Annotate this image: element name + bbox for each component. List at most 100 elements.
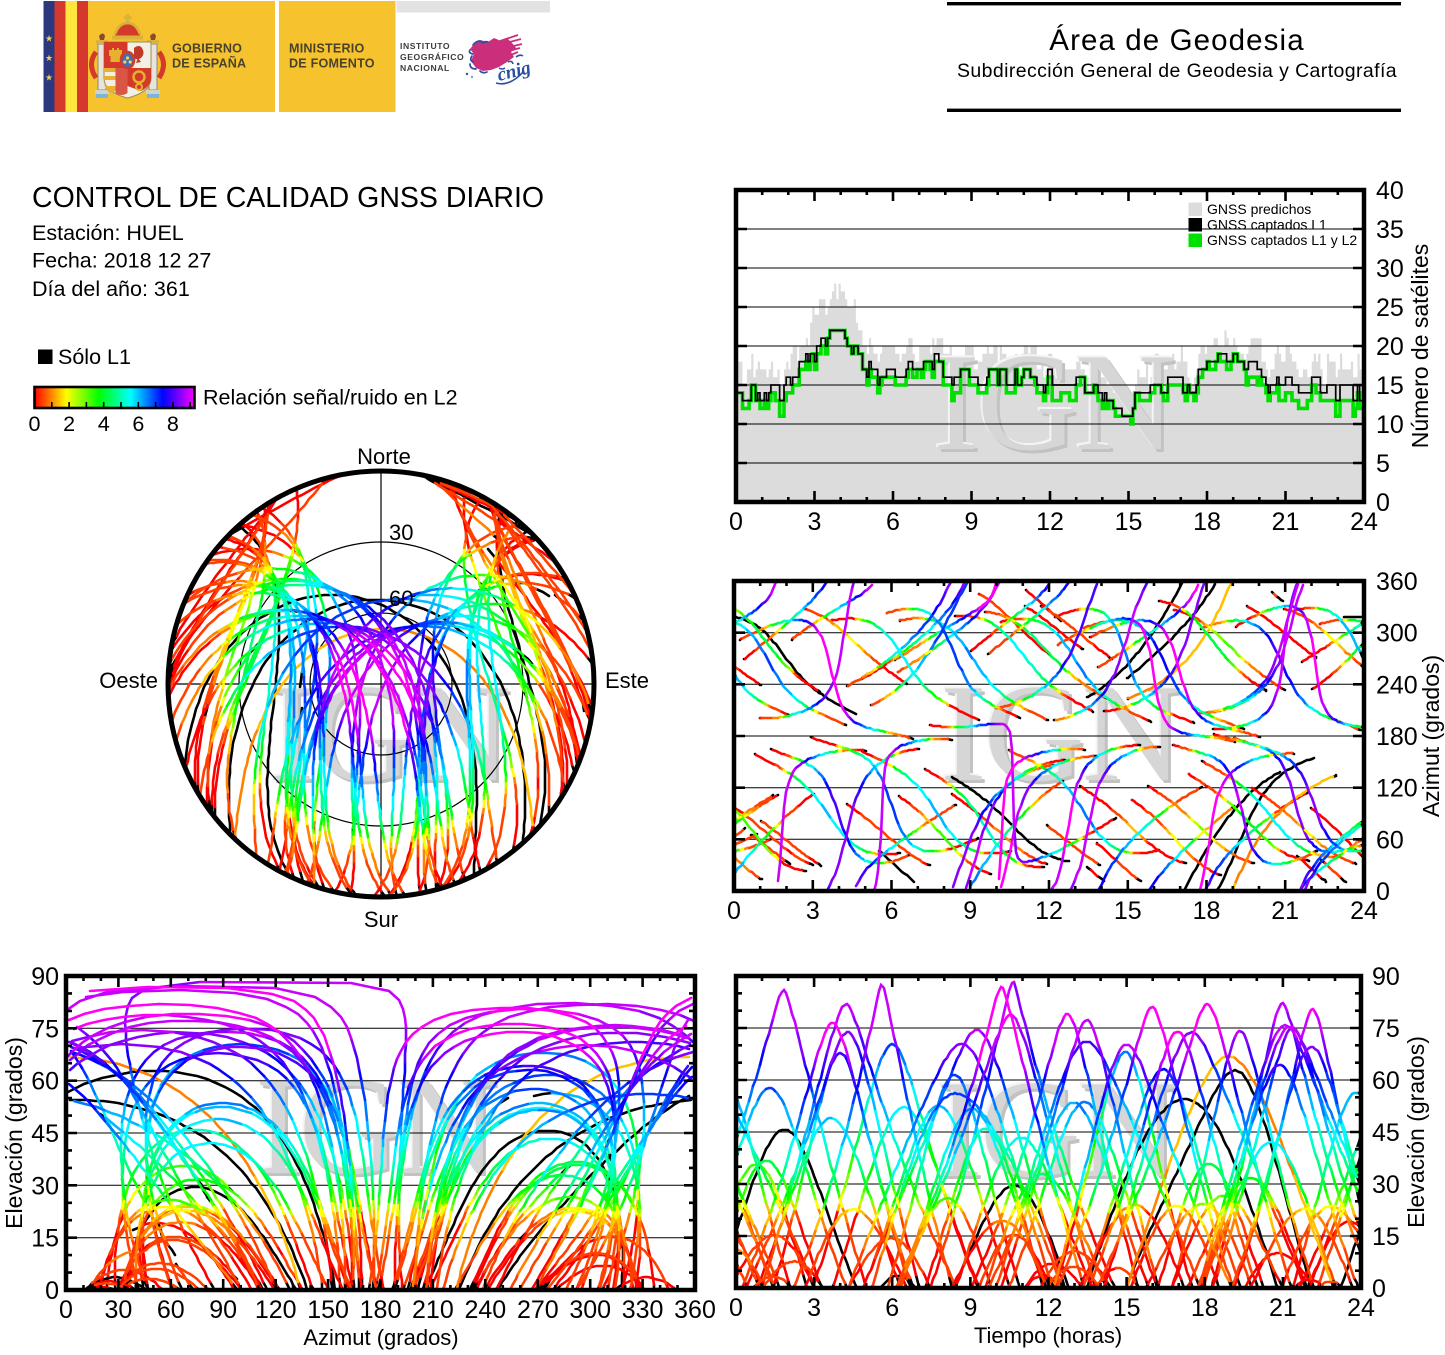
- svg-text:30: 30: [104, 1296, 132, 1324]
- svg-text:9: 9: [963, 1294, 977, 1322]
- svg-text:360: 360: [674, 1296, 716, 1324]
- svg-text:Elevación (grados): Elevación (grados): [1, 1037, 27, 1229]
- svg-text:90: 90: [209, 1296, 237, 1324]
- svg-text:30: 30: [1376, 255, 1404, 283]
- svg-text:Azimut (grados): Azimut (grados): [1418, 655, 1444, 817]
- svg-text:40: 40: [1376, 177, 1404, 205]
- svg-text:Tiempo (horas): Tiempo (horas): [974, 1323, 1122, 1348]
- svg-text:Sólo L1: Sólo L1: [58, 345, 131, 369]
- svg-text:90: 90: [1372, 963, 1400, 991]
- svg-text:GNSS captados L1 y L2: GNSS captados L1 y L2: [1207, 232, 1357, 248]
- svg-text:3: 3: [808, 508, 822, 536]
- svg-text:0: 0: [729, 508, 743, 536]
- svg-text:300: 300: [569, 1296, 611, 1324]
- svg-text:0: 0: [1372, 1275, 1386, 1303]
- svg-text:18: 18: [1193, 508, 1221, 536]
- svg-text:6: 6: [885, 1294, 899, 1322]
- svg-text:2: 2: [63, 412, 75, 436]
- svg-text:Área de Geodesia: Área de Geodesia: [1049, 24, 1304, 57]
- svg-text:12: 12: [1035, 1294, 1063, 1322]
- svg-text:0: 0: [29, 412, 41, 436]
- svg-text:6: 6: [886, 508, 900, 536]
- svg-text:5: 5: [1376, 450, 1390, 478]
- svg-text:12: 12: [1035, 897, 1063, 925]
- svg-text:Número de satélites: Número de satélites: [1407, 244, 1433, 449]
- svg-text:30: 30: [1372, 1171, 1400, 1199]
- svg-text:GOBIERNO: GOBIERNO: [172, 42, 242, 56]
- svg-text:3: 3: [807, 1294, 821, 1322]
- svg-text:270: 270: [517, 1296, 559, 1324]
- svg-text:GNSS predichos: GNSS predichos: [1207, 201, 1311, 217]
- svg-text:24: 24: [1350, 897, 1378, 925]
- svg-text:60: 60: [389, 586, 413, 611]
- svg-text:10: 10: [1376, 411, 1404, 439]
- svg-text:180: 180: [360, 1296, 402, 1324]
- svg-text:120: 120: [255, 1296, 297, 1324]
- svg-text:8: 8: [167, 412, 179, 436]
- svg-text:240: 240: [464, 1296, 506, 1324]
- svg-text:21: 21: [1271, 897, 1299, 925]
- svg-text:15: 15: [31, 1225, 59, 1253]
- svg-text:Este: Este: [605, 668, 649, 693]
- svg-text:12: 12: [1036, 508, 1064, 536]
- svg-text:9: 9: [963, 897, 977, 925]
- svg-text:18: 18: [1191, 1294, 1219, 1322]
- svg-text:90: 90: [31, 963, 59, 991]
- svg-text:Día del año: 361: Día del año: 361: [32, 277, 190, 301]
- svg-text:180: 180: [1376, 723, 1418, 751]
- svg-text:0: 0: [59, 1296, 73, 1324]
- svg-text:75: 75: [31, 1015, 59, 1043]
- svg-text:0: 0: [1376, 878, 1390, 906]
- svg-text:300: 300: [1376, 620, 1418, 648]
- svg-text:18: 18: [1193, 897, 1221, 925]
- svg-text:25: 25: [1376, 294, 1404, 322]
- svg-text:360: 360: [1376, 568, 1418, 596]
- svg-text:15: 15: [1113, 1294, 1141, 1322]
- svg-text:6: 6: [885, 897, 899, 925]
- svg-text:24: 24: [1350, 508, 1378, 536]
- svg-text:★: ★: [45, 53, 53, 63]
- svg-text:30: 30: [31, 1172, 59, 1200]
- svg-text:Subdirección General de Geodes: Subdirección General de Geodesia y Carto…: [957, 60, 1397, 82]
- svg-text:21: 21: [1272, 508, 1300, 536]
- svg-text:0: 0: [729, 1294, 743, 1322]
- svg-text:0: 0: [45, 1277, 59, 1305]
- svg-text:Elevación (grados): Elevación (grados): [1403, 1036, 1429, 1228]
- svg-text:Fecha: 2018 12 27: Fecha: 2018 12 27: [32, 249, 211, 273]
- svg-text:60: 60: [1372, 1067, 1400, 1095]
- svg-text:240: 240: [1376, 671, 1418, 699]
- svg-text:DE FOMENTO: DE FOMENTO: [289, 57, 375, 71]
- svg-text:15: 15: [1372, 1223, 1400, 1251]
- svg-text:21: 21: [1269, 1294, 1297, 1322]
- svg-text:24: 24: [1347, 1294, 1375, 1322]
- svg-text:120: 120: [1376, 775, 1418, 803]
- svg-text:Sur: Sur: [364, 907, 398, 932]
- svg-text:★: ★: [45, 73, 53, 83]
- svg-text:45: 45: [1372, 1119, 1400, 1147]
- svg-text:15: 15: [1114, 897, 1142, 925]
- svg-text:Norte: Norte: [357, 444, 411, 469]
- svg-text:35: 35: [1376, 216, 1404, 244]
- svg-text:75: 75: [1372, 1015, 1400, 1043]
- svg-text:45: 45: [31, 1120, 59, 1148]
- svg-text:330: 330: [622, 1296, 664, 1324]
- svg-text:GEOGRÁFICO: GEOGRÁFICO: [400, 52, 464, 62]
- svg-text:15: 15: [1376, 372, 1404, 400]
- svg-text:210: 210: [412, 1296, 454, 1324]
- svg-text:MINISTERIO: MINISTERIO: [289, 42, 364, 56]
- svg-text:Oeste: Oeste: [99, 668, 158, 693]
- svg-text:4: 4: [98, 412, 110, 436]
- svg-text:IGN: IGN: [933, 325, 1173, 480]
- svg-text:3: 3: [806, 897, 820, 925]
- svg-text:Azimut (grados): Azimut (grados): [303, 1325, 458, 1350]
- svg-text:9: 9: [965, 508, 979, 536]
- svg-text:60: 60: [1376, 826, 1404, 854]
- svg-text:60: 60: [31, 1068, 59, 1096]
- svg-text:Relación señal/ruido en L2: Relación señal/ruido en L2: [203, 386, 458, 410]
- svg-text:20: 20: [1376, 333, 1404, 361]
- svg-text:IGN: IGN: [940, 656, 1180, 811]
- svg-text:30: 30: [389, 520, 413, 545]
- svg-text:Estación: HUEL: Estación: HUEL: [32, 221, 184, 245]
- svg-text:0: 0: [727, 897, 741, 925]
- svg-text:GNSS captados L1: GNSS captados L1: [1207, 217, 1327, 233]
